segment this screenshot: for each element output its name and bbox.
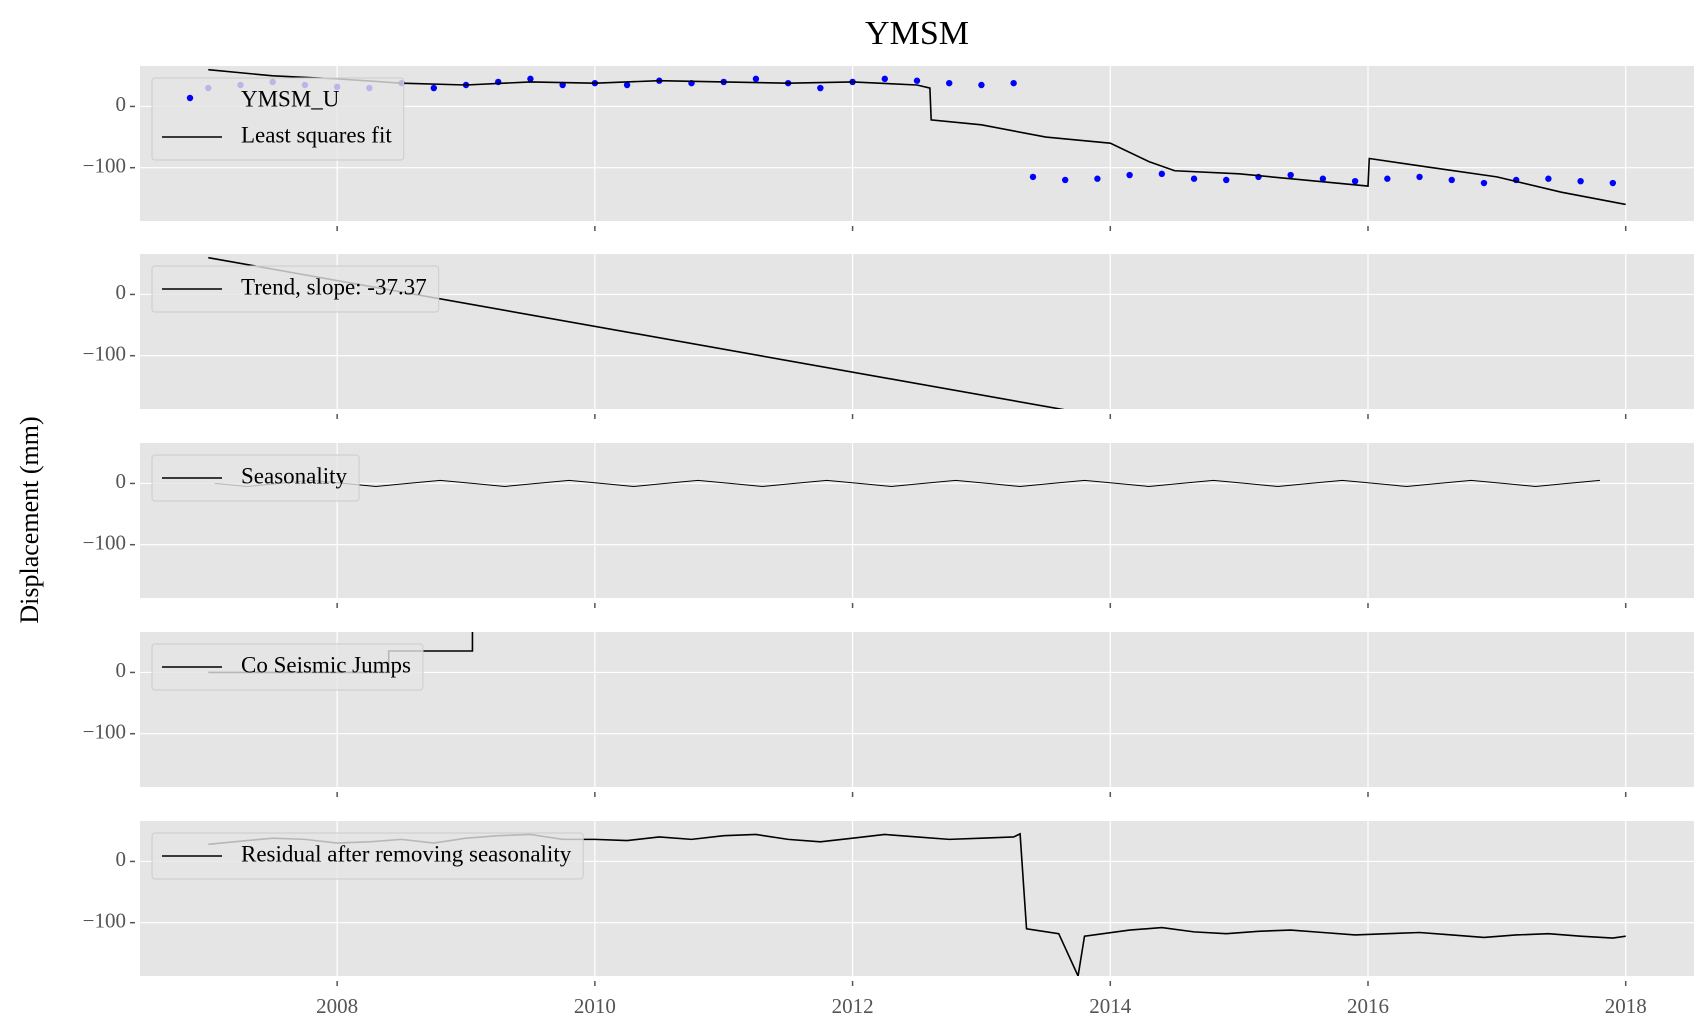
y-tick-label: 0: [116, 92, 127, 116]
x-tick-label: 2018: [1605, 994, 1647, 1018]
data-point: [1010, 79, 1017, 87]
chart-title: YMSM: [865, 15, 969, 52]
y-axis-label: Displacement (mm): [15, 416, 44, 623]
legend: Seasonality: [151, 454, 360, 502]
x-tick-label: 2008: [316, 994, 358, 1018]
data-point: [1545, 175, 1552, 182]
legend-box: [151, 265, 440, 313]
legend-box: [151, 454, 360, 502]
legend-label: Co Seismic Jumps: [241, 652, 411, 677]
legend-marker: [186, 94, 194, 102]
subplot: 2008 2010 2012 2014 2016 2018 0 −100 Residual af…: [83, 821, 1694, 1018]
data-area: [214, 479, 1600, 488]
legend: Co Seismic Jumps: [151, 643, 424, 691]
subplot: 0 −100 Trend, slope: -37.37: [83, 254, 1694, 419]
data-point: [1158, 170, 1166, 178]
data-line: [214, 479, 1600, 488]
subplot: 0 −100 YMSM_U Least squares fit: [83, 66, 1694, 231]
legend: Trend, slope: -37.37: [151, 265, 440, 313]
data-point: [1351, 177, 1359, 185]
legend: Residual after removing seasonality: [151, 832, 584, 880]
data-point: [1480, 179, 1488, 187]
legend-label: Residual after removing seasonality: [241, 841, 572, 866]
legend-label: YMSM_U: [241, 86, 340, 111]
data-point: [1577, 177, 1584, 185]
data-point: [1029, 173, 1037, 181]
x-tick-label: 2014: [1089, 994, 1132, 1018]
legend-box: [151, 77, 405, 161]
data-point: [559, 81, 566, 89]
data-point: [817, 84, 824, 92]
data-point: [1287, 171, 1294, 179]
data-point: [1319, 175, 1327, 182]
y-tick-label: −100: [83, 342, 126, 366]
legend-label: Seasonality: [241, 463, 348, 488]
y-tick-label: 0: [116, 280, 127, 304]
x-tick-label: 2010: [574, 994, 616, 1018]
data-point: [1094, 175, 1101, 182]
y-tick-label: −100: [83, 154, 126, 178]
data-point: [1416, 173, 1423, 181]
data-point: [527, 75, 534, 83]
data-point: [1223, 176, 1230, 184]
x-tick-label: 2016: [1347, 994, 1389, 1018]
x-tick-label: 2012: [832, 994, 874, 1018]
subplot: 0 −100 Seasonality: [83, 443, 1694, 608]
data-point: [1384, 175, 1391, 182]
data-point: [1061, 176, 1069, 184]
data-point: [1126, 171, 1133, 179]
y-tick-label: 0: [116, 658, 127, 682]
data-line: [208, 256, 1065, 409]
y-tick-label: −100: [83, 720, 126, 744]
data-point: [946, 79, 953, 87]
data-point: [752, 75, 760, 83]
legend-label: Trend, slope: -37.37: [241, 274, 427, 299]
data-point: [913, 77, 921, 84]
plot-background: [140, 443, 1694, 598]
y-tick-label: 0: [116, 847, 127, 871]
legend-box: [151, 643, 424, 691]
data-line: [208, 68, 1626, 206]
data-area: [208, 256, 1065, 409]
legend-label: Least squares fit: [241, 122, 392, 147]
data-point: [1609, 179, 1617, 187]
y-tick-label: 0: [116, 469, 127, 493]
legend-box: [151, 832, 584, 880]
legend: YMSM_U Least squares fit: [151, 77, 405, 161]
subplot: 0 −100 Co Seismic Jumps: [83, 632, 1694, 797]
y-tick-label: −100: [83, 909, 126, 933]
data-point: [881, 75, 888, 83]
data-point: [978, 81, 985, 89]
y-tick-label: −100: [83, 531, 126, 555]
data-point: [1448, 176, 1455, 184]
data-point: [623, 81, 631, 89]
data-point: [430, 84, 437, 92]
data-point: [1190, 175, 1198, 182]
